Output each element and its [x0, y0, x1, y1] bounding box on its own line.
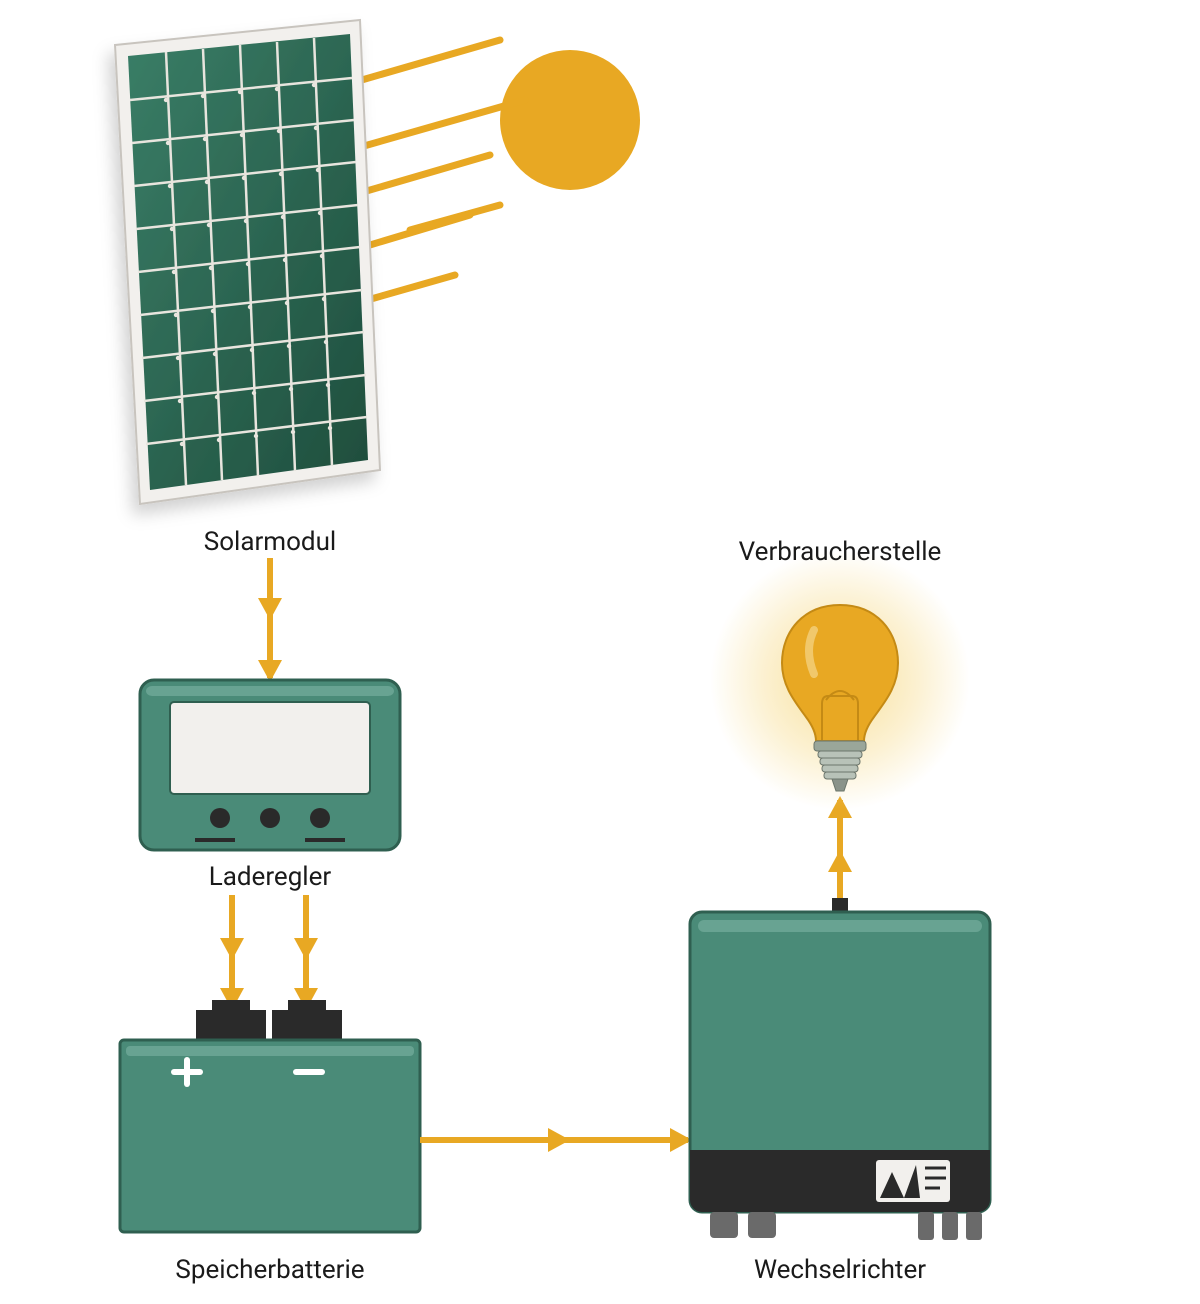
- solar-system-diagram: Solarmodul Laderegler: [0, 0, 1200, 1304]
- consumer-label: Verbraucherstelle: [739, 537, 942, 567]
- arrow-controller-to-battery-right: [294, 895, 318, 1010]
- charge-controller-icon: [140, 680, 400, 850]
- inverter-icon: [690, 898, 990, 1240]
- solar-label: Solarmodul: [204, 527, 337, 557]
- battery-label: Speicherbatterie: [175, 1255, 364, 1285]
- arrow-solar-to-controller: [258, 558, 282, 682]
- solar-panel-icon: [115, 20, 380, 504]
- arrow-controller-to-battery-left: [220, 895, 244, 1010]
- controller-label: Laderegler: [209, 862, 332, 892]
- arrow-battery-to-inverter: [420, 1128, 692, 1152]
- sun-icon: [500, 50, 640, 190]
- arrow-inverter-to-bulb: [828, 796, 852, 898]
- inverter-label: Wechselrichter: [754, 1255, 926, 1285]
- battery-icon: [120, 1000, 420, 1232]
